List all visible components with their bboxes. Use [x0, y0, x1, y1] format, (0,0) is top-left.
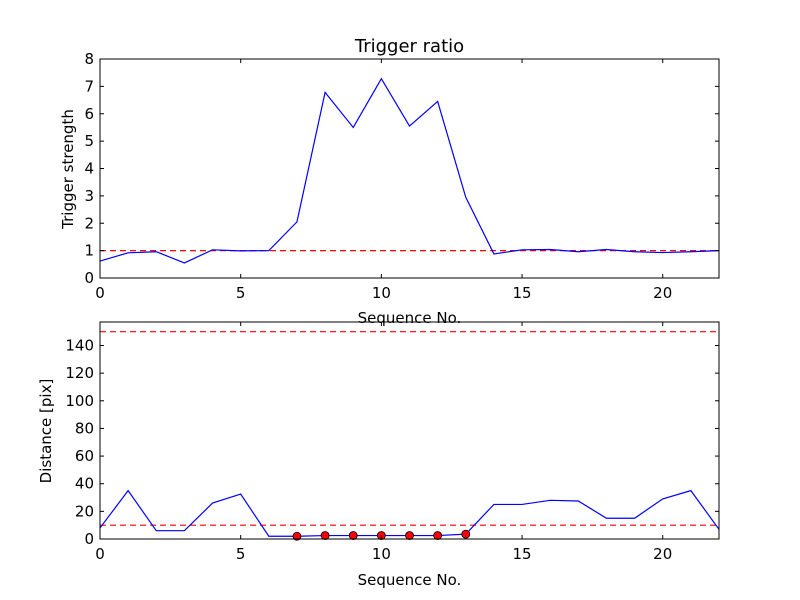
bottom-plot-y-tick-label: 100	[65, 392, 94, 410]
bottom-plot-x-tick-label: 20	[653, 545, 672, 563]
bottom-plot-data-point	[461, 529, 471, 539]
top-plot-y-tick-label: 5	[84, 132, 94, 150]
top-plot-y-tick-label: 7	[84, 77, 94, 95]
bottom-plot: Sequence No. Distance [pix] 0 5 10 15 20 0 20 4…	[37, 321, 720, 589]
bottom-plot-y-axis-label: Distance [pix]	[37, 379, 55, 484]
top-plot-title: Trigger ratio	[354, 36, 464, 57]
bottom-plot-y-tick-label: 80	[75, 419, 94, 437]
top-plot-y-tick-label: 0	[84, 269, 94, 287]
bottom-plot-x-tick-label: 5	[236, 545, 246, 563]
bottom-plot-y-tick-label: 20	[75, 502, 94, 520]
top-plot-x-tick-label: 20	[653, 284, 672, 302]
bottom-plot-x-tick-label: 15	[512, 545, 531, 563]
bottom-plot-data-point	[348, 531, 358, 540]
bottom-plot-frame	[99, 321, 720, 540]
bottom-plot-x-axis-label: Sequence No.	[358, 571, 462, 589]
top-plot-y-tick-label: 1	[84, 242, 94, 260]
top-plot: Trigger ratio Sequence No. Trigger stren…	[59, 36, 720, 327]
top-plot-series-line	[99, 77, 720, 264]
top-plot-y-axis-label: Trigger strength	[59, 109, 77, 230]
bottom-plot-y-tick-label: 0	[84, 530, 94, 548]
top-plot-y-tick-label: 6	[84, 105, 94, 123]
top-plot-y-tick-label: 4	[84, 160, 94, 178]
bottom-plot-data-point	[405, 531, 414, 540]
top-plot-frame	[99, 58, 720, 279]
bottom-plot-data-point	[320, 531, 330, 540]
bottom-plot-y-tick-label: 140	[65, 336, 94, 354]
top-plot-x-tick-label: 15	[512, 284, 531, 302]
top-plot-y-tick-label: 3	[84, 187, 94, 205]
bottom-plot-x-tick-label: 0	[95, 545, 105, 563]
bottom-plot-y-tick-label: 60	[75, 447, 94, 465]
top-plot-x-tick-label: 0	[95, 284, 105, 302]
top-plot-y-tick-label: 8	[84, 50, 94, 68]
top-plot-y-tick-label: 2	[84, 214, 94, 232]
bottom-plot-y-tick-label: 40	[75, 475, 94, 493]
bottom-plot-data-point	[292, 531, 302, 541]
bottom-plot-x-tick-label: 10	[372, 545, 391, 563]
top-plot-x-axis-label: Sequence No.	[358, 309, 462, 327]
top-plot-x-tick-label: 5	[236, 284, 246, 302]
top-plot-x-tick-label: 10	[372, 284, 391, 302]
bottom-plot-data-point	[433, 531, 443, 540]
bottom-plot-y-tick-label: 120	[65, 364, 94, 382]
bottom-plot-series-line	[99, 489, 720, 537]
